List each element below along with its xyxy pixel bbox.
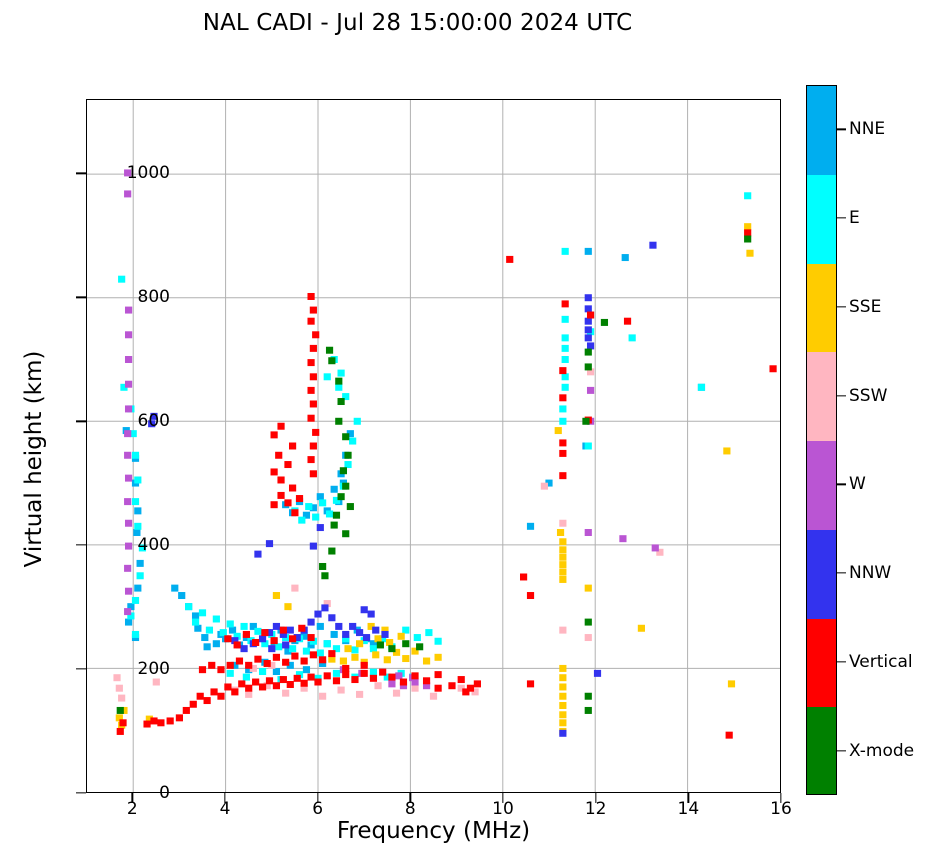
series-x-mode bbox=[116, 235, 752, 714]
x-tick-mark bbox=[595, 793, 597, 803]
x-tick-mark bbox=[317, 793, 319, 803]
x-tick-label: 2 bbox=[126, 799, 138, 819]
y-tick-mark bbox=[76, 544, 86, 546]
y-tick-label: 600 bbox=[137, 411, 170, 432]
colorbar-label-sse: SSE bbox=[849, 296, 882, 317]
colorbar-segment-e bbox=[807, 174, 836, 264]
colorbar-label-nne: NNE bbox=[849, 119, 886, 140]
series-nne bbox=[122, 247, 706, 676]
colorbar-label-e: E bbox=[849, 208, 860, 229]
y-tick-label: 800 bbox=[137, 287, 170, 308]
x-tick-mark bbox=[687, 793, 689, 803]
series-vertical bbox=[116, 229, 777, 739]
colorbar-segment-nnw bbox=[807, 529, 836, 619]
series-sse bbox=[115, 223, 754, 735]
colorbar-tick-mark bbox=[837, 128, 846, 131]
y-tick-label: 1000 bbox=[126, 163, 170, 184]
y-tick-mark bbox=[76, 296, 86, 298]
colorbar-label-ssw: SSW bbox=[849, 385, 888, 406]
x-tick-mark bbox=[409, 793, 411, 803]
series-nnw bbox=[148, 241, 657, 737]
series-e bbox=[118, 192, 752, 684]
colorbar-tick-mark bbox=[837, 394, 846, 397]
y-tick-mark bbox=[76, 420, 86, 422]
colorbar-segment-ssw bbox=[807, 352, 836, 441]
colorbar-tick-mark bbox=[837, 661, 846, 663]
x-tick-label: 10 bbox=[492, 799, 514, 819]
colorbar-label-w: W bbox=[849, 474, 866, 495]
x-tick-mark bbox=[502, 793, 504, 803]
colorbar-segment-sse bbox=[807, 263, 836, 353]
x-tick-label: 16 bbox=[770, 799, 792, 819]
plot-area bbox=[86, 99, 781, 793]
colorbar-tick-mark bbox=[837, 217, 846, 219]
chart-title: NAL CADI - Jul 28 15:00:00 2024 UTC bbox=[202, 10, 633, 36]
colorbar-label-vertical: Vertical bbox=[849, 651, 913, 672]
colorbar-label-nnw: NNW bbox=[849, 563, 892, 584]
x-tick-mark bbox=[780, 793, 782, 803]
colorbar-segment-w bbox=[807, 441, 836, 530]
y-tick-label: 0 bbox=[159, 783, 170, 803]
x-tick-mark bbox=[224, 793, 226, 803]
x-tick-label: 14 bbox=[677, 799, 700, 819]
y-tick-mark bbox=[76, 668, 86, 670]
colorbar-segment-nne bbox=[807, 86, 836, 175]
colorbar-label-x-mode: X-mode bbox=[849, 740, 915, 761]
colorbar-tick-mark bbox=[837, 749, 846, 752]
x-tick-label: 4 bbox=[219, 799, 231, 819]
series-ssw bbox=[113, 368, 664, 702]
y-tick-label: 200 bbox=[137, 659, 170, 680]
x-tick-label: 8 bbox=[404, 799, 416, 819]
colorbar-tick-mark bbox=[837, 572, 846, 574]
x-tick-mark bbox=[131, 793, 133, 803]
colorbar-tick-mark bbox=[837, 306, 846, 308]
x-tick-label: 12 bbox=[584, 799, 607, 819]
colorbar-segment-x-mode bbox=[807, 707, 836, 794]
y-tick-label: 400 bbox=[137, 535, 170, 556]
y-tick-mark bbox=[76, 792, 86, 794]
x-tick-label: 6 bbox=[312, 799, 324, 819]
y-tick-mark bbox=[76, 172, 86, 174]
x-axis-label: Frequency (MHz) bbox=[336, 818, 531, 844]
colorbar bbox=[806, 85, 837, 795]
y-axis-label: Virtual height (km) bbox=[21, 350, 47, 568]
colorbar-segment-vertical bbox=[807, 618, 836, 708]
colorbar-tick-mark bbox=[837, 483, 846, 486]
grid-lines bbox=[87, 100, 780, 792]
scatter-points bbox=[113, 169, 777, 739]
